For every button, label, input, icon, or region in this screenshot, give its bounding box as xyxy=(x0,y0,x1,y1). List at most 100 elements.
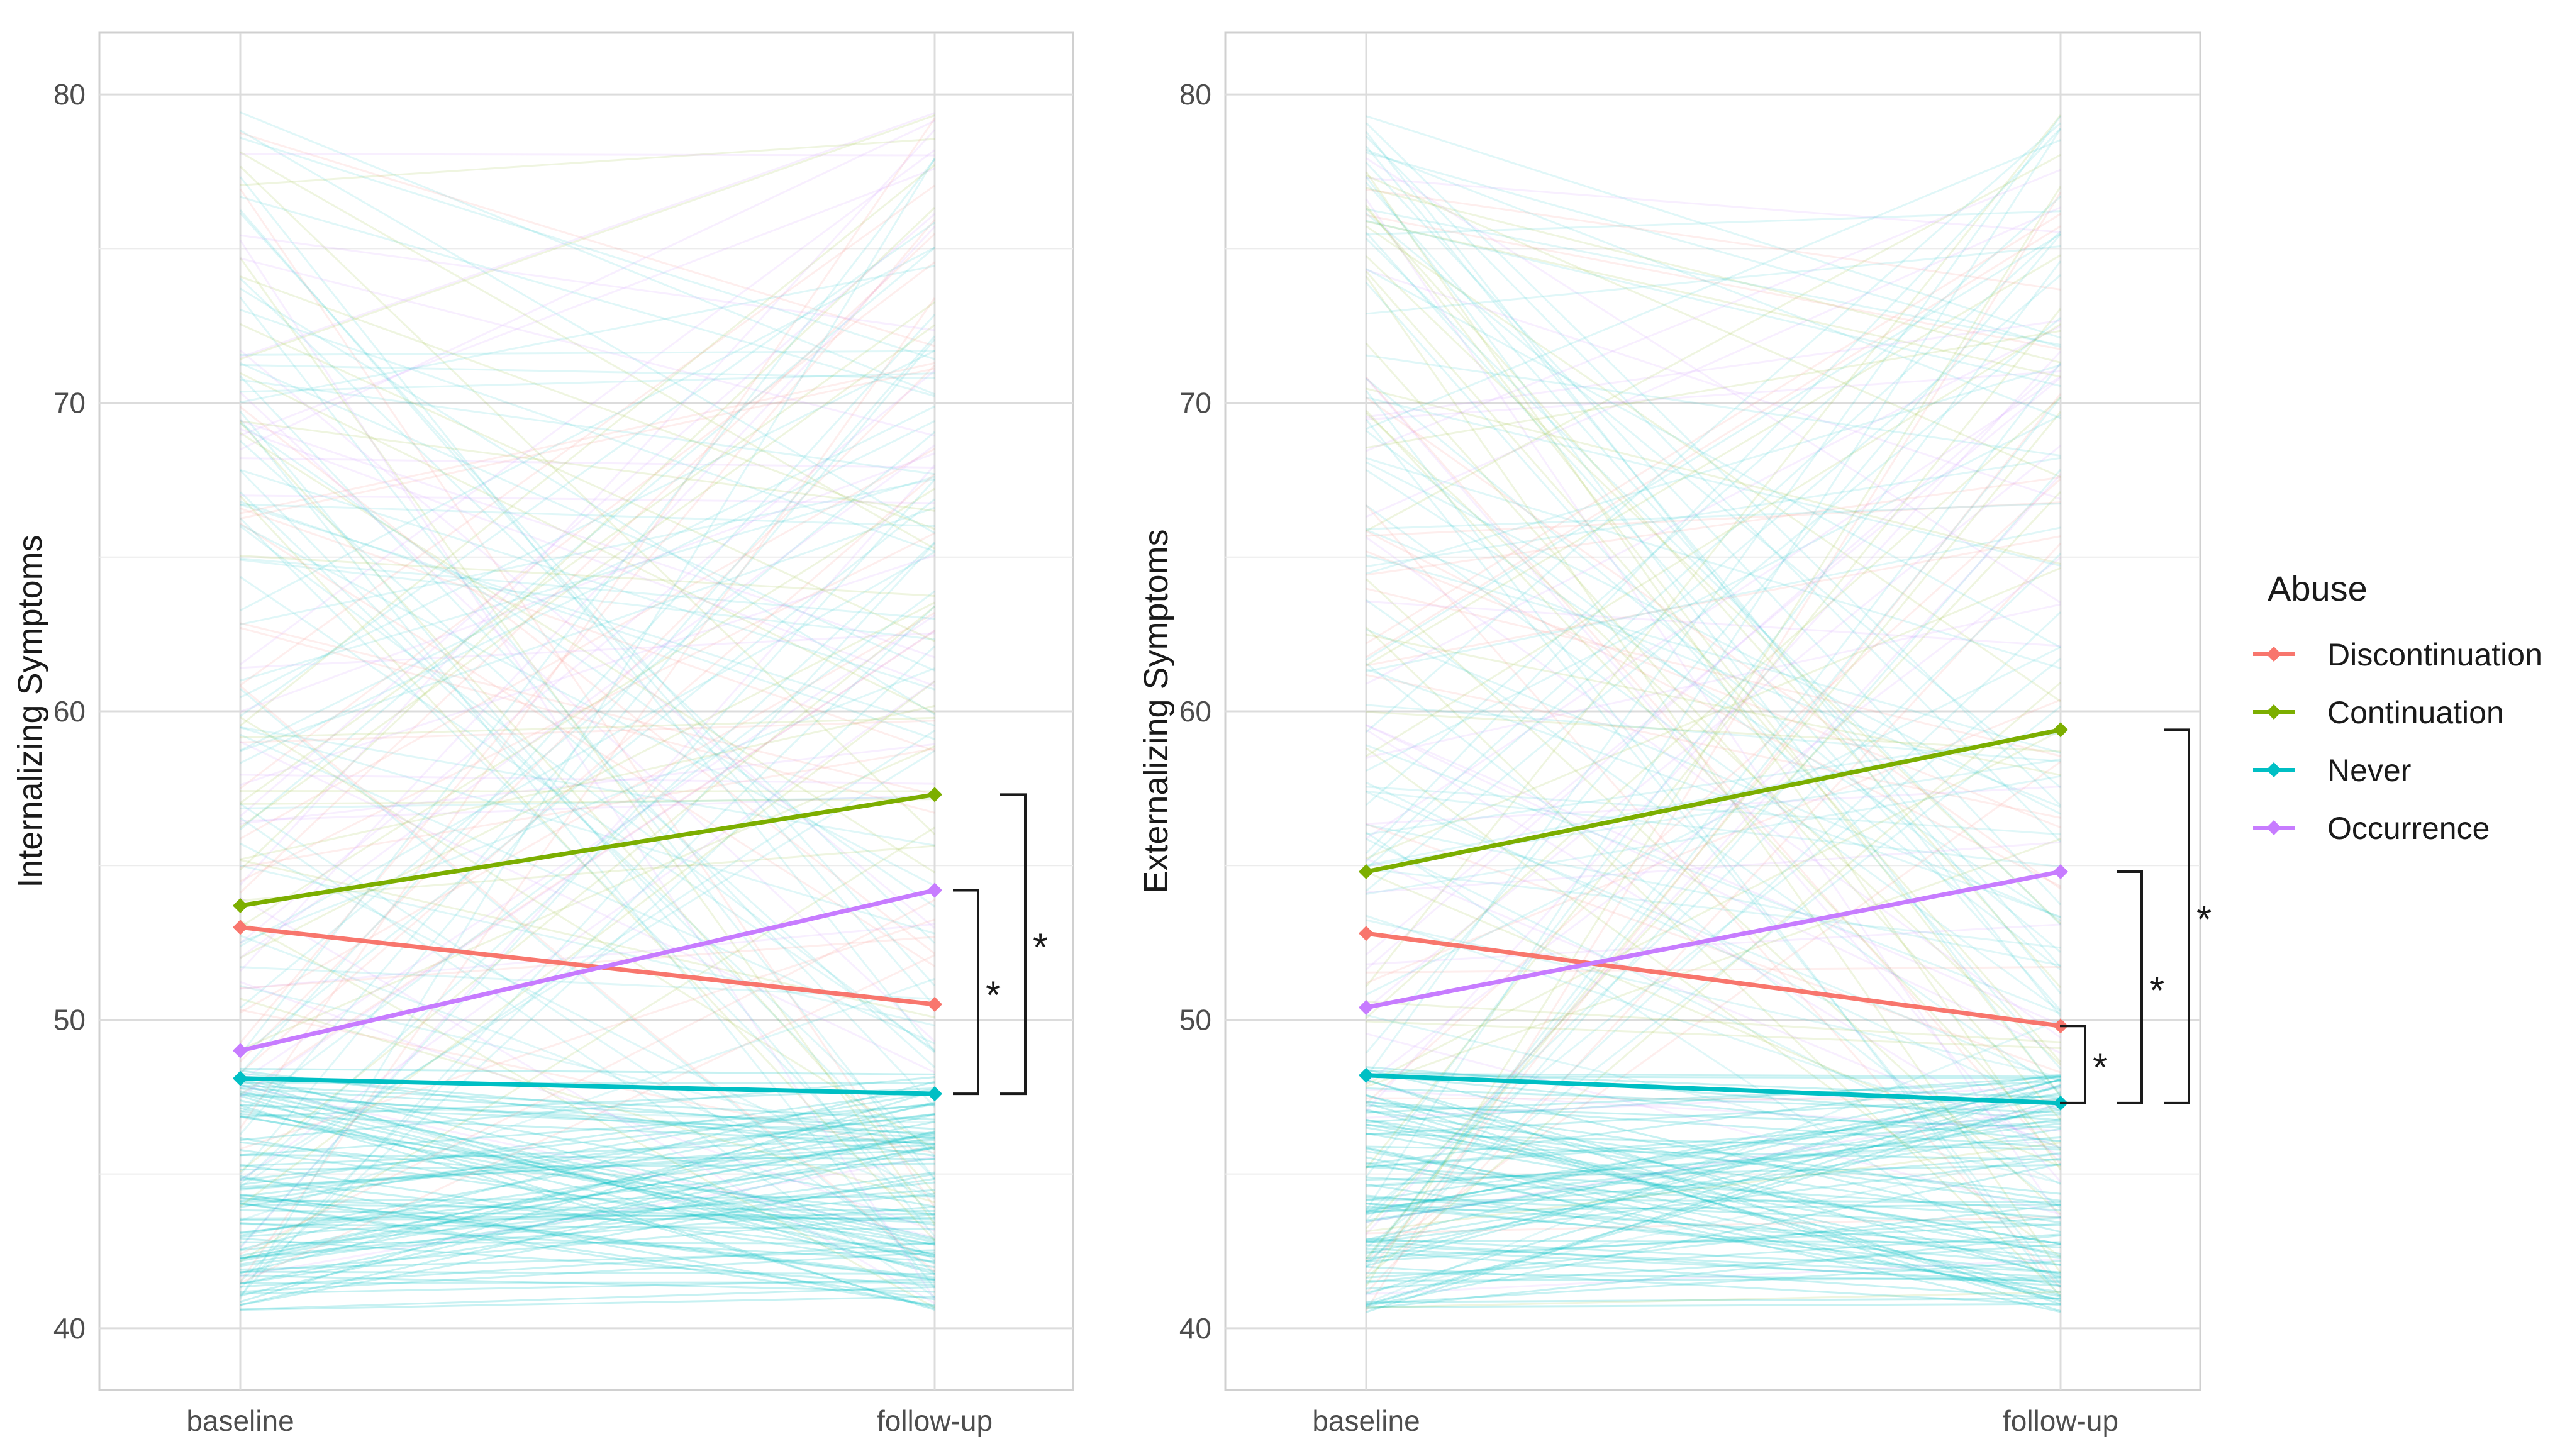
individual-trajectory-line xyxy=(1366,148,2061,420)
individual-trajectory-line xyxy=(239,314,936,1075)
individual-trajectory-line xyxy=(240,452,935,713)
individual-trajectory-line xyxy=(240,522,935,967)
significance-bracket xyxy=(2117,870,2143,1104)
individual-trajectory-line xyxy=(1366,1097,2061,1202)
individual-trajectory-line xyxy=(240,826,935,1263)
individual-trajectory-line xyxy=(240,136,935,360)
series-point-occurrence xyxy=(233,1043,248,1059)
individual-trajectory-line xyxy=(1365,122,2062,806)
individual-trajectory-line xyxy=(1366,1087,2061,1114)
individual-trajectories xyxy=(1365,114,2062,1313)
individual-trajectory-line xyxy=(239,411,936,1237)
individual-trajectory-line xyxy=(1366,526,2061,673)
individual-trajectory-line xyxy=(1366,838,2061,1087)
individual-trajectory-line xyxy=(1366,1157,2061,1244)
individual-trajectory-line xyxy=(1366,1238,2061,1274)
individual-trajectory-line xyxy=(240,803,935,1262)
individual-trajectory-line xyxy=(240,985,935,1150)
individual-trajectory-line xyxy=(1366,786,2061,836)
individual-trajectory-line xyxy=(240,1193,935,1279)
significance-star: * xyxy=(1033,926,1048,969)
individual-trajectory-line xyxy=(240,630,935,1096)
individual-trajectory-line xyxy=(240,1138,935,1190)
series-point-discontinuation xyxy=(927,996,942,1012)
individual-trajectory-line xyxy=(239,165,936,835)
individual-trajectory-line xyxy=(240,1181,935,1252)
individual-trajectory-line xyxy=(240,234,935,331)
individual-trajectory-line xyxy=(240,716,935,1150)
individual-trajectory-line xyxy=(240,501,935,740)
individual-trajectory-line xyxy=(1366,233,2061,661)
individual-trajectory-line xyxy=(240,405,935,752)
individual-trajectory-line xyxy=(1366,760,2061,1262)
individual-trajectory-line xyxy=(240,149,935,665)
individual-trajectory-line xyxy=(239,277,936,944)
individual-trajectory-line xyxy=(240,324,935,828)
individual-trajectory-line xyxy=(1365,255,2062,925)
individual-trajectory-line xyxy=(240,1274,935,1293)
individual-trajectory-line xyxy=(239,158,936,1056)
individual-trajectory-line xyxy=(1366,1128,2061,1243)
legend-label-discontinuation: Discontinuation xyxy=(2327,637,2542,672)
individual-trajectory-line xyxy=(1366,554,2061,754)
individual-trajectory-line xyxy=(1366,711,2061,753)
individual-trajectory-line xyxy=(240,632,935,669)
individual-trajectory-line xyxy=(1365,204,2062,1097)
individual-trajectory-line xyxy=(1366,657,2061,1214)
individual-trajectory-line xyxy=(240,1094,935,1311)
individual-trajectory-line xyxy=(1366,269,2061,500)
legend-title: Abuse xyxy=(2268,569,2368,608)
individual-trajectory-line xyxy=(1365,578,2062,1216)
individual-trajectory-line xyxy=(1366,1133,2061,1151)
individual-trajectory-line xyxy=(239,226,936,972)
individual-trajectory-line xyxy=(240,1133,935,1260)
individual-trajectory-line xyxy=(240,498,935,1058)
individual-trajectory-line xyxy=(1366,1079,2061,1267)
individual-trajectory-line xyxy=(240,1286,935,1311)
individual-trajectory-line xyxy=(1365,162,2062,906)
legend-label-continuation: Continuation xyxy=(2327,695,2504,730)
individual-trajectory-line xyxy=(1366,1089,2061,1132)
individual-trajectory-line xyxy=(1366,1194,2061,1259)
y-tick-label: 50 xyxy=(1179,1003,1211,1036)
individual-trajectory-line xyxy=(240,554,935,786)
individual-trajectory-line xyxy=(1366,476,2061,576)
legend: Abuse Discontinuation Continuation Never Oc… xyxy=(2253,569,2542,846)
individual-trajectory-line xyxy=(1366,169,2061,452)
individual-trajectory-line xyxy=(240,1198,935,1224)
individual-trajectory-line xyxy=(239,188,936,1208)
individual-trajectory-line xyxy=(1366,1075,2061,1123)
individual-trajectory-line xyxy=(240,1091,935,1208)
individual-trajectory-line xyxy=(1366,628,2061,919)
individual-trajectory-line xyxy=(240,213,935,817)
individual-trajectory-line xyxy=(1365,231,2062,862)
individual-trajectory-line xyxy=(240,349,935,929)
individual-trajectory-line xyxy=(1366,1122,2061,1210)
individual-trajectory-line xyxy=(239,219,936,1043)
individual-trajectory-line xyxy=(240,935,935,1199)
individual-trajectory-line xyxy=(240,1088,935,1186)
individual-trajectory-line xyxy=(1366,115,2061,339)
individual-trajectory-line xyxy=(240,114,935,360)
individual-trajectory-line xyxy=(1366,504,2061,1013)
individual-trajectory-line xyxy=(1366,325,2061,685)
individual-trajectory-line xyxy=(1365,275,2062,1274)
individual-trajectory-line xyxy=(1366,781,2061,1113)
individual-trajectory-line xyxy=(240,1113,935,1145)
individual-trajectory-line xyxy=(240,576,935,1051)
individual-trajectory-line xyxy=(240,1109,935,1243)
individual-trajectory-line xyxy=(239,495,936,1242)
individual-trajectory-line xyxy=(239,479,936,1248)
individual-trajectory-line xyxy=(1366,1198,2061,1203)
individual-trajectory-line xyxy=(240,350,935,356)
individual-trajectory-line xyxy=(1365,396,2062,1259)
individual-trajectory-line xyxy=(239,206,936,871)
individual-trajectory-line xyxy=(240,1164,935,1269)
individual-trajectory-line xyxy=(1366,1234,2061,1310)
individual-trajectory-line xyxy=(1366,550,2061,828)
series-point-never xyxy=(1359,1067,1374,1083)
individual-trajectory-line xyxy=(1366,529,2061,808)
individual-trajectory-line xyxy=(1366,536,2061,1039)
individual-trajectory-line xyxy=(240,1076,935,1142)
